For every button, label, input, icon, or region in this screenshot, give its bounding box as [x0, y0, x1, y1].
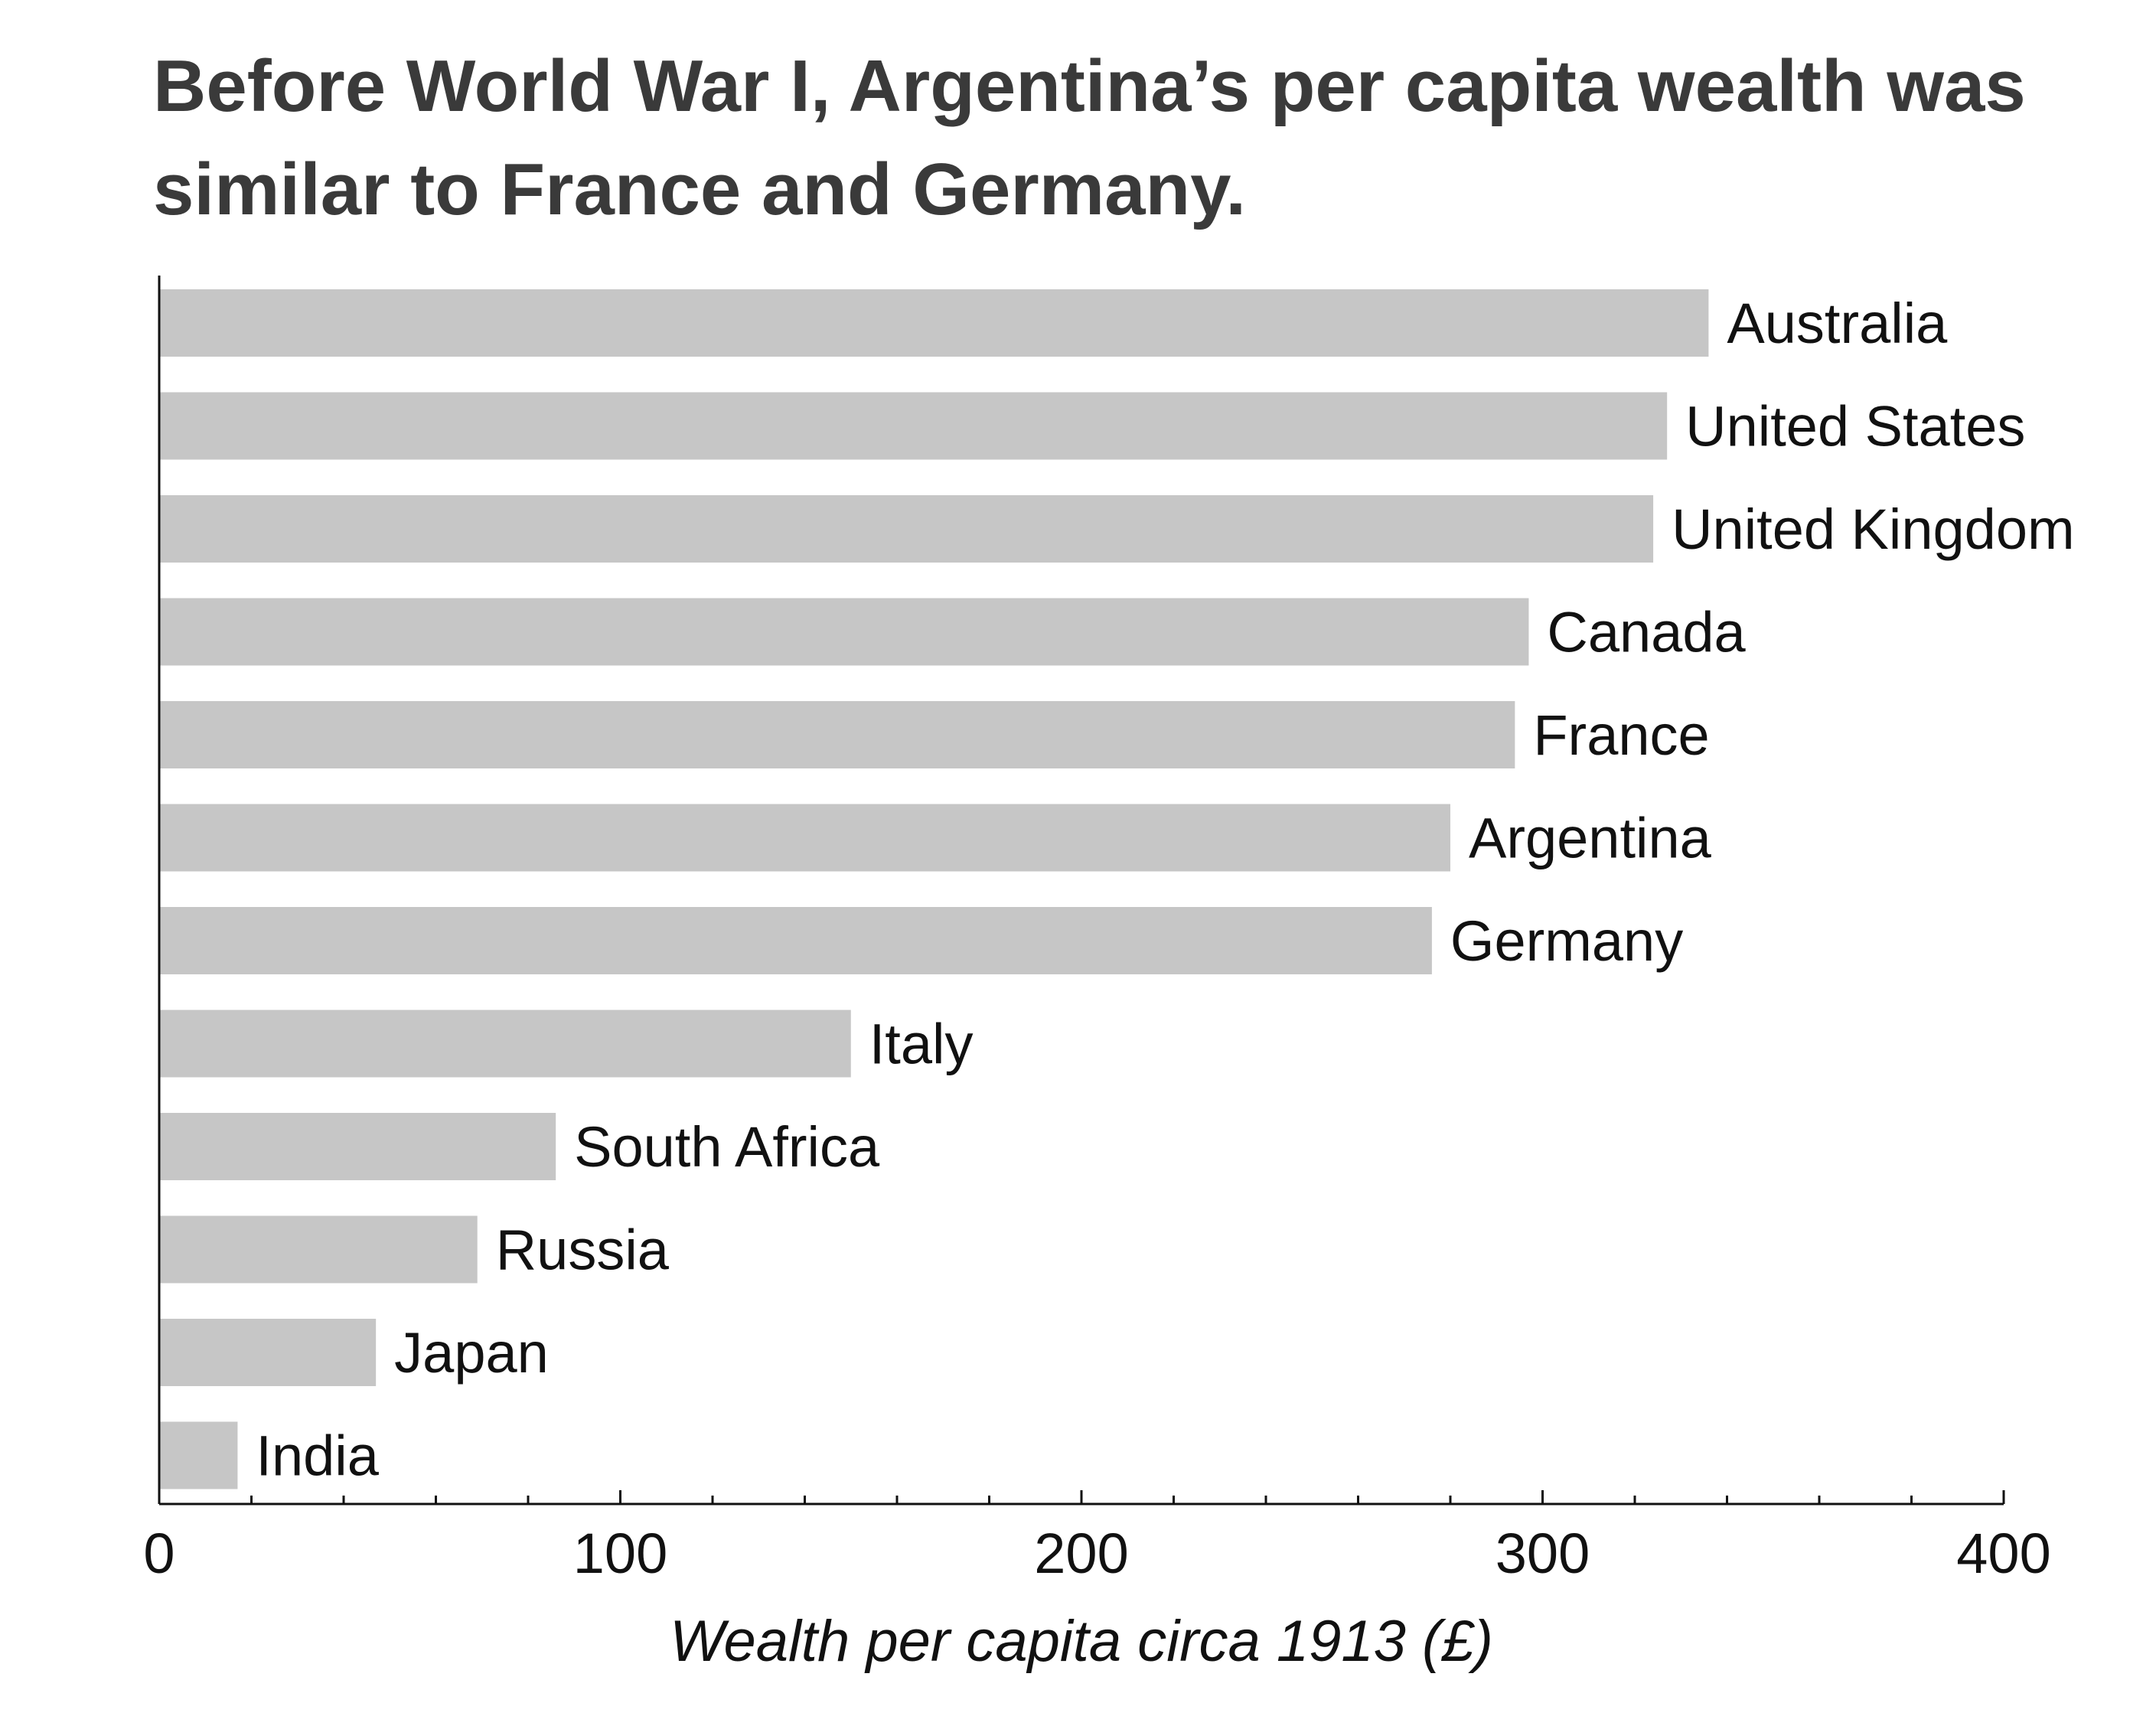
bar-label-canada: Canada	[1547, 601, 1746, 664]
bar-label-france: France	[1533, 703, 1709, 767]
bar-france	[159, 701, 1515, 768]
x-axis-tick-labels: 0 100 200 300 400	[143, 1522, 2050, 1585]
x-tick-label: 200	[1034, 1522, 1128, 1585]
x-tick-label: 100	[573, 1522, 667, 1585]
bar-germany	[159, 907, 1432, 974]
bar-argentina	[159, 804, 1450, 872]
bar-label-united-kingdom: United Kingdom	[1672, 498, 2075, 561]
x-tick-label: 0	[143, 1522, 175, 1585]
bar-label-south-africa: South Africa	[574, 1115, 880, 1179]
x-axis-title: Wealth per capita circa 1913 (£)	[670, 1609, 1493, 1674]
bar-label-japan: Japan	[394, 1321, 549, 1385]
bar-india	[159, 1421, 238, 1489]
bar-russia	[159, 1215, 478, 1284]
bar-label-italy: Italy	[869, 1013, 974, 1076]
bar-labels-group: Australia United States United Kingdom Cana…	[256, 292, 2074, 1488]
bars-group	[159, 289, 1709, 1489]
bar-label-australia: Australia	[1727, 292, 1948, 355]
bar-label-argentina: Argentina	[1469, 807, 1712, 870]
bar-canada	[159, 598, 1529, 666]
bar-japan	[159, 1319, 377, 1386]
bar-south-africa	[159, 1113, 556, 1180]
bar-united-states	[159, 392, 1668, 460]
bar-italy	[159, 1010, 851, 1078]
x-tick-label: 300	[1496, 1522, 1590, 1585]
x-axis-ticks	[158, 1490, 2005, 1504]
bar-label-russia: Russia	[496, 1218, 670, 1282]
bar-label-united-states: United States	[1685, 395, 2025, 458]
chart-title: Before World War I, Argentina’s per capi…	[153, 45, 2026, 230]
bar-label-germany: Germany	[1450, 909, 1683, 973]
bar-australia	[159, 289, 1709, 357]
bar-united-kingdom	[159, 495, 1654, 563]
x-tick-label: 400	[1956, 1522, 2050, 1585]
bar-label-india: India	[256, 1424, 379, 1488]
